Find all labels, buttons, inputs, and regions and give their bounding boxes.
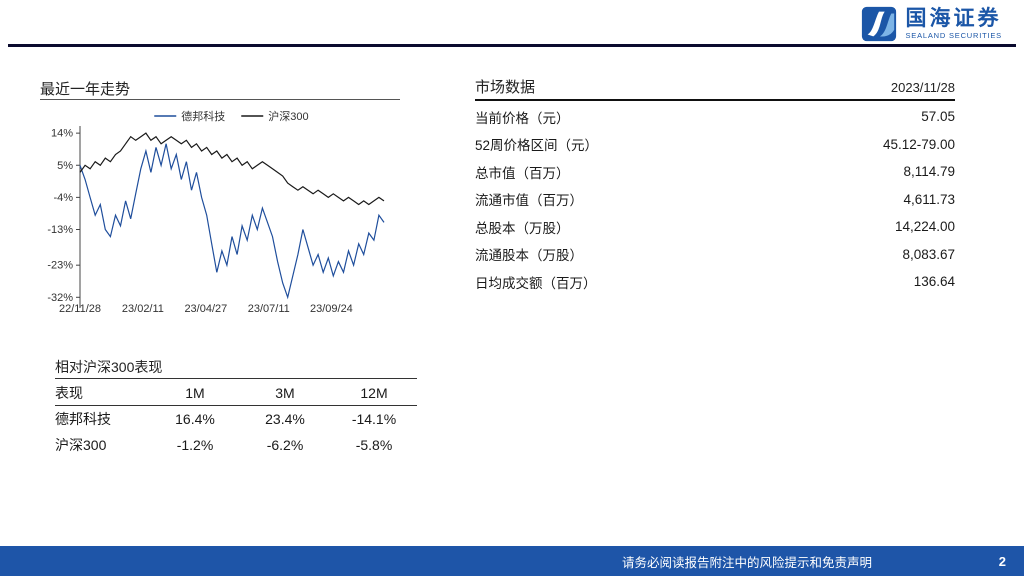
x-tick-label: 23/04/27 — [184, 303, 227, 315]
y-tick-label: -4% — [53, 192, 73, 204]
x-tick-label: 23/07/11 — [248, 303, 290, 315]
market-data-row: 流通股本（万股） 8,083.67 — [475, 241, 955, 269]
cell-value: -5.8% — [355, 437, 393, 453]
row-value: 45.12-79.00 — [882, 136, 955, 152]
row-value: 4,611.73 — [903, 191, 955, 207]
row-value: 57.05 — [921, 109, 955, 125]
cell-value: 23.4% — [265, 411, 305, 427]
column-header: 3M — [275, 384, 295, 401]
row-value: 14,224.00 — [894, 219, 955, 235]
column-header: 12M — [360, 384, 388, 401]
row-label: 流通市值（百万） — [475, 193, 583, 209]
market-data-row: 当前价格（元） 57.05 — [475, 103, 955, 131]
row-label: 总股本（万股） — [475, 220, 570, 236]
market-data-row: 总股本（万股） 14,224.00 — [475, 213, 955, 241]
header-divider — [8, 44, 1016, 47]
footer-bar: 请务必阅读报告附注中的风险提示和免责声明 2 — [0, 546, 1024, 576]
relative-table-underline — [55, 378, 417, 379]
market-data-underline — [475, 99, 955, 101]
logo-icon — [862, 6, 897, 42]
cell-value: -1.2% — [176, 437, 214, 453]
row-label: 德邦科技 — [55, 411, 111, 427]
relative-table-title: 相对沪深300表现 — [55, 359, 163, 375]
column-header: 1M — [185, 384, 205, 401]
row-value: 136.64 — [913, 274, 955, 290]
footer-disclaimer: 请务必阅读报告附注中的风险提示和免责声明 — [621, 555, 872, 570]
row-value: 8,114.79 — [903, 164, 955, 180]
trend-title-underline — [40, 99, 400, 100]
market-data-list: 当前价格（元） 57.05 52周价格区间（元） 45.12-79.00 总市值… — [475, 103, 955, 296]
row-label: 流通股本（万股） — [475, 248, 583, 264]
logo-text: 国海证券 SEALAND SECURITIES — [905, 7, 1002, 41]
market-data-row: 流通市值（百万） 4,611.73 — [475, 186, 955, 214]
trend-section-title: 最近一年走势 — [40, 81, 131, 98]
company-logo: 国海证券 SEALAND SECURITIES — [860, 5, 1002, 43]
y-tick-label: 5% — [57, 160, 73, 172]
row-label: 52周价格区间（元） — [475, 138, 599, 154]
row-label: 当前价格（元） — [475, 110, 570, 126]
market-data-row: 52周价格区间（元） 45.12-79.00 — [475, 131, 955, 159]
legend-label: 沪深300 — [268, 109, 308, 123]
series-line-德邦科技 — [79, 143, 385, 300]
market-data-row: 日均成交额（百万） 136.64 — [475, 268, 955, 296]
y-tick-label: -23% — [47, 260, 73, 272]
market-data-date: 2023/11/28 — [890, 80, 955, 95]
x-tick-label: 22/11/28 — [59, 303, 101, 315]
x-tick-label: 23/09/24 — [310, 303, 353, 315]
cell-value: 16.4% — [175, 411, 215, 427]
legend-label: 德邦科技 — [181, 109, 225, 123]
x-tick-label: 23/02/11 — [122, 303, 164, 315]
column-header: 表现 — [55, 384, 83, 401]
page-number: 2 — [998, 553, 1006, 569]
y-tick-label: -13% — [47, 224, 73, 236]
cell-value: -6.2% — [266, 437, 304, 453]
y-tick-label: 14% — [51, 128, 73, 140]
logo-subtitle: SEALAND SECURITIES — [905, 31, 1002, 41]
row-label: 总市值（百万） — [475, 165, 570, 181]
row-label: 沪深300 — [55, 437, 107, 453]
table-row: 沪深300 -1.2% -6.2% -5.8% — [55, 432, 417, 458]
series-line-沪深300 — [79, 132, 385, 206]
table-header-row: 表现 1M 3M 12M — [55, 380, 417, 406]
market-data-row: 总市值（百万） 8,114.79 — [475, 158, 955, 186]
y-tick-label: -32% — [47, 292, 73, 304]
trend-line-chart: 14% 5% -4% -13% -23% -32%22/11/28 23/02/11 23/0… — [47, 109, 385, 315]
logo-name: 国海证券 — [905, 7, 1002, 31]
row-label: 日均成交额（百万） — [475, 275, 597, 291]
table-row: 德邦科技 16.4% 23.4% -14.1% — [55, 406, 417, 432]
row-value: 8,083.67 — [902, 246, 955, 262]
cell-value: -14.1% — [351, 411, 397, 427]
relative-performance-table: 表现 1M 3M 12M 德邦科技 16.4% 23.4% -14.1% 沪深3… — [55, 380, 417, 458]
market-data-header: 市场数据 2023/11/28 — [475, 76, 955, 97]
market-data-title: 市场数据 — [475, 79, 536, 96]
